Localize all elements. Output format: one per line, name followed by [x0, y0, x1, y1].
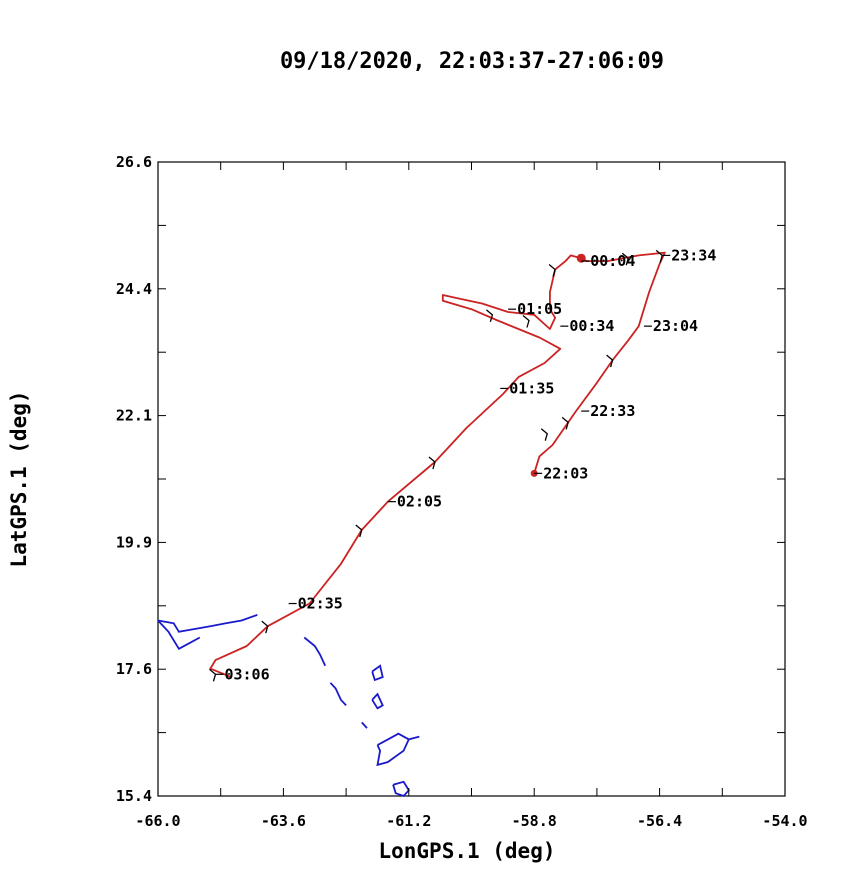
direction-arrow-6: [522, 315, 530, 328]
y-tick-label-3: 22.1: [116, 407, 152, 425]
flight-track-line-0: [209, 251, 666, 678]
coastline-5: [371, 664, 384, 682]
direction-arrow-4: [621, 252, 629, 266]
time-label-2304: 23:04: [653, 317, 698, 335]
direction-arrow-layer: [209, 249, 663, 682]
time-label-0306: 03:06: [224, 665, 269, 683]
x-tick-label-3: -58.8: [512, 812, 557, 830]
y-tick-label-1: 17.6: [116, 660, 152, 678]
x-axis-label: LonGPS.1 (deg): [378, 839, 555, 863]
coastline-2: [303, 636, 327, 667]
direction-arrow-7: [485, 309, 494, 323]
coastline-layer: [157, 614, 420, 798]
x-tick-label-0: -66.0: [135, 812, 180, 830]
x-tick-label-1: -63.6: [261, 812, 306, 830]
coastline-0: [157, 614, 258, 633]
time-label-2203: 22:03: [543, 464, 588, 482]
time-label-0205: 02:05: [397, 493, 442, 511]
time-label-0235: 02:35: [298, 595, 343, 613]
y-tick-label-5: 26.6: [116, 153, 152, 171]
chart-title: 09/18/2020, 22:03:37-27:06:09: [280, 49, 664, 74]
y-tick-label-2: 19.9: [116, 533, 152, 551]
coastline-4: [371, 692, 384, 710]
coastline-8: [408, 735, 420, 741]
time-label-2233: 22:33: [590, 402, 635, 420]
direction-arrow-2: [606, 354, 614, 368]
x-tick-label-4: -56.4: [637, 812, 682, 830]
coastline-6: [361, 721, 368, 729]
direction-arrow-1: [561, 416, 569, 430]
time-label-0004: 00:04: [590, 252, 635, 270]
coastline-9: [392, 780, 410, 798]
time-label-0105: 01:05: [517, 300, 562, 318]
y-axis-label: LatGPS.1 (deg): [7, 390, 31, 567]
x-tick-label-5: -54.0: [762, 812, 807, 830]
coastline-1: [157, 619, 201, 650]
time-label-0034: 00:34: [569, 317, 614, 335]
coastline-3: [329, 682, 347, 707]
time-label-2334: 23:34: [671, 246, 716, 264]
x-tick-label-2: -61.2: [386, 812, 431, 830]
coastline-7: [376, 732, 410, 767]
time-label-0135: 01:35: [509, 379, 554, 397]
direction-arrow-8: [428, 456, 436, 470]
direction-arrow-5: [548, 264, 556, 277]
time-label-layer: 22:03 22:33 23:04 23:34 00:04 00:34 01:05 01:35…: [215, 246, 716, 683]
axis-tick-layer: -66.0 -63.6 -61.2 -58.8 -56.4 -54.0 15.4 17.6 19…: [116, 153, 808, 830]
direction-arrow-10: [261, 620, 269, 634]
y-tick-label-4: 24.4: [116, 280, 152, 298]
y-tick-label-0: 15.4: [116, 787, 152, 805]
direction-arrow-0: [540, 428, 549, 441]
direction-arrow-9: [355, 524, 363, 538]
